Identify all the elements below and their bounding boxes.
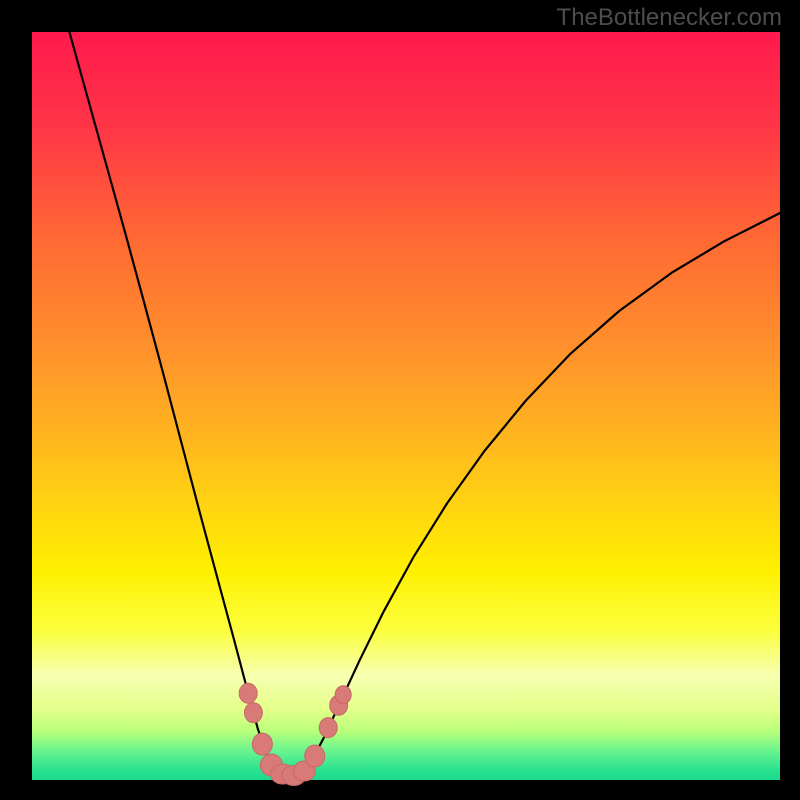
bottleneck-curve (69, 32, 780, 779)
curve-overlay-svg (0, 0, 800, 800)
curve-marker (239, 683, 257, 703)
curve-marker (252, 733, 272, 755)
curve-marker (335, 686, 351, 704)
curve-marker (305, 745, 325, 767)
curve-marker (244, 703, 262, 723)
chart-stage: TheBottlenecker.com (0, 0, 800, 800)
curve-marker (319, 718, 337, 738)
watermark-text: TheBottlenecker.com (557, 4, 782, 32)
